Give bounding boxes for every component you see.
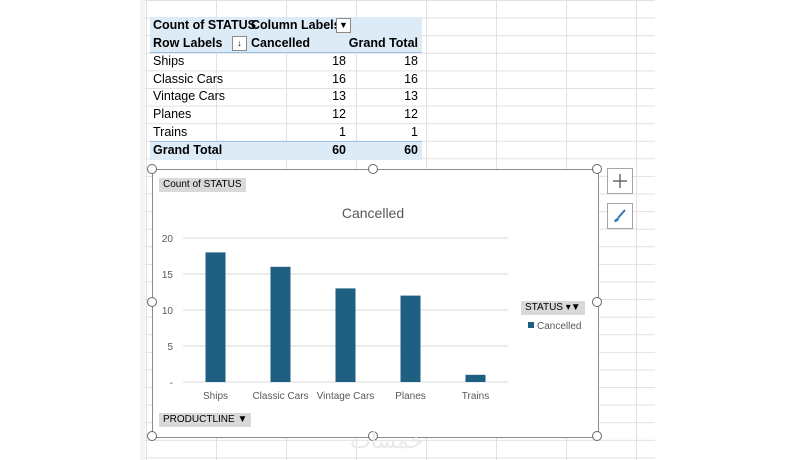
x-tick-label: Planes — [395, 391, 426, 402]
grand-total-value: 60 — [404, 143, 418, 158]
pivot-chart[interactable]: Count of STATUS Cancelled 20 15 10 5 - Ships… — [152, 169, 599, 438]
legend-swatch — [528, 322, 534, 328]
pivot-header-row-1: Count of STATUS Column Labels ▼ — [150, 17, 422, 35]
resize-handle-bottom-right[interactable] — [592, 431, 602, 441]
pivot-col-grand-total: Grand Total — [348, 35, 418, 50]
pivot-header-row-2: Row Labels ↓ Cancelled Grand Total — [150, 34, 422, 54]
bar — [400, 295, 421, 382]
column-filter-icon[interactable]: ▼ — [336, 18, 351, 33]
chart-bars — [205, 252, 486, 382]
pivot-row-label: Ships — [153, 54, 185, 69]
value-field-button[interactable]: Count of STATUS — [159, 178, 246, 192]
axis-field-button[interactable]: PRODUCTLINE ▼ — [159, 413, 252, 427]
resize-handle-top-left[interactable] — [147, 164, 157, 174]
chart-plot: Cancelled 20 15 10 5 - Ships Classic Cars Vint… — [162, 205, 582, 402]
x-axis-ticks: Ships Classic Cars Vintage Cars Planes Train… — [203, 391, 489, 402]
x-tick-label: Vintage Cars — [317, 391, 375, 402]
pivot-row-cancelled: 16 — [332, 71, 346, 86]
y-tick-label: 10 — [162, 306, 174, 317]
grand-total-label: Grand Total — [153, 143, 223, 158]
y-tick-label: 5 — [167, 342, 173, 353]
legend-field-label: STATUS — [525, 302, 563, 313]
resize-handle-bottom[interactable] — [368, 431, 378, 441]
dropdown-arrow-icon: ▼ — [237, 414, 248, 425]
pivot-row-total: 1 — [411, 124, 418, 139]
bar — [205, 252, 226, 382]
filter-icon: ▾▼ — [565, 302, 581, 313]
x-tick-label: Classic Cars — [252, 391, 308, 402]
pivot-row[interactable]: Classic Cars 16 16 — [150, 71, 422, 89]
pivot-row[interactable]: Planes 12 12 — [150, 106, 422, 124]
y-tick-label: 15 — [162, 270, 174, 281]
axis-field-label: PRODUCTLINE — [163, 414, 235, 425]
y-tick-label: - — [170, 378, 173, 389]
resize-handle-bottom-left[interactable] — [147, 431, 157, 441]
pivot-row-cancelled: 18 — [332, 54, 346, 69]
watermark-text: خمسات — [350, 428, 424, 453]
pivot-row-labels[interactable]: Row Labels — [153, 35, 223, 50]
pivot-table[interactable]: Count of STATUS Column Labels ▼ Row Labe… — [150, 17, 422, 160]
chart-legend: Cancelled — [528, 321, 581, 332]
pivot-row-cancelled: 12 — [332, 106, 346, 121]
bar — [335, 288, 356, 382]
pivot-row[interactable]: Vintage Cars 13 13 — [150, 88, 422, 106]
legend-field-button[interactable]: STATUS ▾▼ — [521, 301, 585, 315]
row-sort-icon[interactable]: ↓ — [232, 35, 247, 51]
pivot-value-field-label[interactable]: Count of STATUS — [153, 18, 256, 32]
pivot-row[interactable]: Ships 18 18 — [150, 53, 422, 71]
bar — [465, 374, 486, 382]
plus-icon — [613, 174, 627, 188]
x-tick-label: Trains — [462, 391, 489, 402]
pivot-row-total: 16 — [404, 71, 418, 86]
pivot-row-label: Trains — [153, 124, 188, 139]
pivot-row-total: 13 — [404, 89, 418, 104]
paintbrush-icon — [614, 209, 626, 222]
pivot-row-cancelled: 1 — [339, 124, 346, 139]
pivot-row-label: Classic Cars — [153, 71, 224, 86]
pivot-row-label: Planes — [153, 106, 192, 121]
y-axis-ticks: 20 15 10 5 - — [162, 234, 174, 389]
chart-styles-button[interactable] — [607, 203, 633, 229]
x-tick-label: Ships — [203, 391, 228, 402]
pivot-col-cancelled: Cancelled — [251, 35, 311, 50]
pivot-row[interactable]: Trains 1 1 — [150, 124, 422, 142]
bar — [270, 266, 291, 382]
chart-title: Cancelled — [342, 205, 404, 221]
pivot-column-labels[interactable]: Column Labels — [251, 18, 341, 32]
resize-handle-top-right[interactable] — [592, 164, 602, 174]
pivot-row-label: Vintage Cars — [153, 89, 226, 104]
pivot-row-total: 12 — [404, 106, 418, 121]
y-tick-label: 20 — [162, 234, 174, 245]
resize-handle-right[interactable] — [592, 297, 602, 307]
pivot-row-cancelled: 13 — [332, 89, 346, 104]
pivot-row-total: 18 — [404, 54, 418, 69]
resize-handle-left[interactable] — [147, 297, 157, 307]
pivot-grand-total-row[interactable]: Grand Total 60 60 — [150, 141, 422, 160]
legend-label: Cancelled — [537, 321, 581, 332]
resize-handle-top[interactable] — [368, 164, 378, 174]
chart-elements-button[interactable] — [607, 168, 633, 194]
grand-total-cancelled: 60 — [332, 143, 346, 158]
